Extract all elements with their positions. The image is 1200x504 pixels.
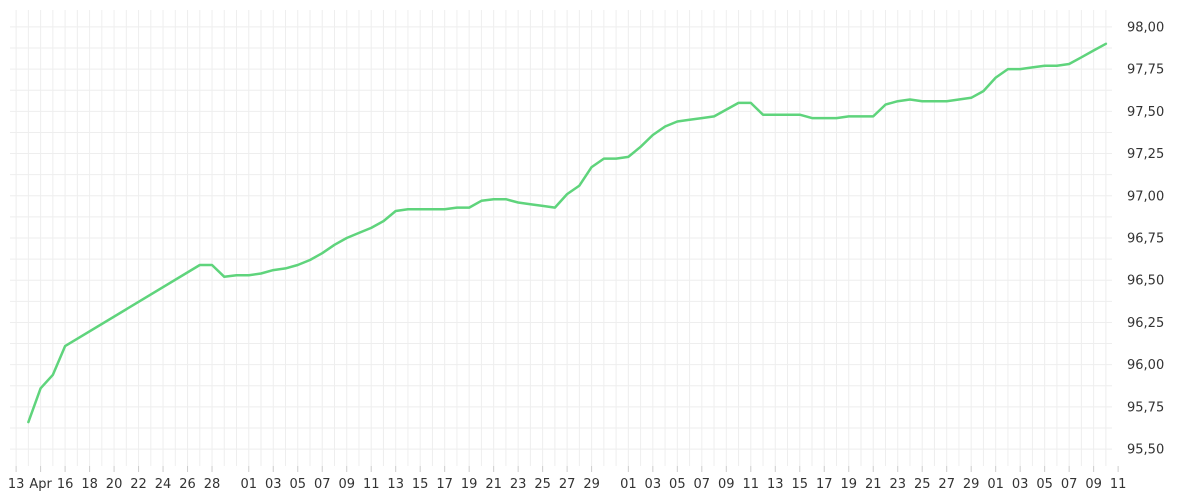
x-tick-label: 28 bbox=[204, 477, 221, 492]
x-tick-label: 03 bbox=[645, 477, 662, 492]
x-tick-label: 27 bbox=[559, 477, 576, 492]
x-tick-label: 17 bbox=[436, 477, 453, 492]
x-tick-label: 09 bbox=[1085, 477, 1102, 492]
x-tick-label: 22 bbox=[130, 477, 147, 492]
x-tick-label: 01 bbox=[240, 477, 257, 492]
x-tick-label: 07 bbox=[694, 477, 711, 492]
y-tick-label: 96,00 bbox=[1127, 358, 1164, 373]
x-tick-label: 17 bbox=[816, 477, 833, 492]
x-tick-label: 15 bbox=[791, 477, 808, 492]
x-tick-label: Apr bbox=[29, 477, 52, 492]
x-tick-label: 05 bbox=[669, 477, 686, 492]
x-tick-label: 21 bbox=[865, 477, 882, 492]
y-tick-label: 98,00 bbox=[1127, 20, 1164, 35]
x-tick-label: 16 bbox=[57, 477, 74, 492]
series-layer[interactable] bbox=[27, 42, 1108, 424]
y-tick-label: 97,75 bbox=[1127, 63, 1164, 78]
y-tick-label: 96,75 bbox=[1127, 232, 1164, 247]
x-tick-label: 05 bbox=[1036, 477, 1053, 492]
x-tick-label: 01 bbox=[620, 477, 637, 492]
y-tick-label: 97,50 bbox=[1127, 105, 1164, 120]
x-tick-label: 13 bbox=[8, 477, 25, 492]
x-tick-label: 19 bbox=[461, 477, 478, 492]
x-tick-label: 03 bbox=[265, 477, 282, 492]
x-tick-label: 11 bbox=[1110, 477, 1127, 492]
x-tick-label: 07 bbox=[1061, 477, 1078, 492]
y-tick-label: 95,50 bbox=[1127, 443, 1164, 458]
x-tick-label: 03 bbox=[1012, 477, 1029, 492]
x-tick-label: 20 bbox=[106, 477, 123, 492]
x-tick-label: 29 bbox=[963, 477, 980, 492]
horizontal-gridlines bbox=[10, 26, 1112, 450]
series-line[interactable] bbox=[27, 42, 1108, 424]
x-tick-label: 09 bbox=[338, 477, 355, 492]
x-tick-label: 23 bbox=[510, 477, 527, 492]
y-tick-label: 95,75 bbox=[1127, 400, 1164, 415]
x-tick-label: 26 bbox=[179, 477, 196, 492]
y-axis: 95,50 95,75 96,00 96,25 96,50 96,75 97,00 97,25… bbox=[1127, 20, 1164, 457]
x-tick-label: 25 bbox=[914, 477, 931, 492]
x-axis: 13 Apr 16 18 20 22 24 26 28 01 03 05 07 09 11 13 15 17 19 2… bbox=[8, 466, 1127, 492]
y-tick-label: 96,50 bbox=[1127, 274, 1164, 289]
x-tick-label: 27 bbox=[938, 477, 955, 492]
x-tick-label: 05 bbox=[289, 477, 306, 492]
y-tick-label: 97,25 bbox=[1127, 147, 1164, 162]
x-tick-label: 15 bbox=[412, 477, 429, 492]
y-tick-label: 97,00 bbox=[1127, 189, 1164, 204]
x-tick-label: 11 bbox=[743, 477, 760, 492]
x-tick-label: 29 bbox=[583, 477, 600, 492]
x-tick-label: 19 bbox=[840, 477, 857, 492]
x-tick-label: 24 bbox=[155, 477, 172, 492]
y-tick-label: 96,25 bbox=[1127, 316, 1164, 331]
x-tick-label: 18 bbox=[81, 477, 98, 492]
x-tick-label: 01 bbox=[987, 477, 1004, 492]
x-tick-label: 21 bbox=[485, 477, 502, 492]
x-tick-label: 11 bbox=[363, 477, 380, 492]
x-tick-label: 07 bbox=[314, 477, 331, 492]
x-tick-label: 25 bbox=[534, 477, 551, 492]
x-tick-label: 23 bbox=[889, 477, 906, 492]
x-tick-label: 13 bbox=[387, 477, 404, 492]
x-tick-label: 13 bbox=[767, 477, 784, 492]
x-tick-label: 09 bbox=[718, 477, 735, 492]
